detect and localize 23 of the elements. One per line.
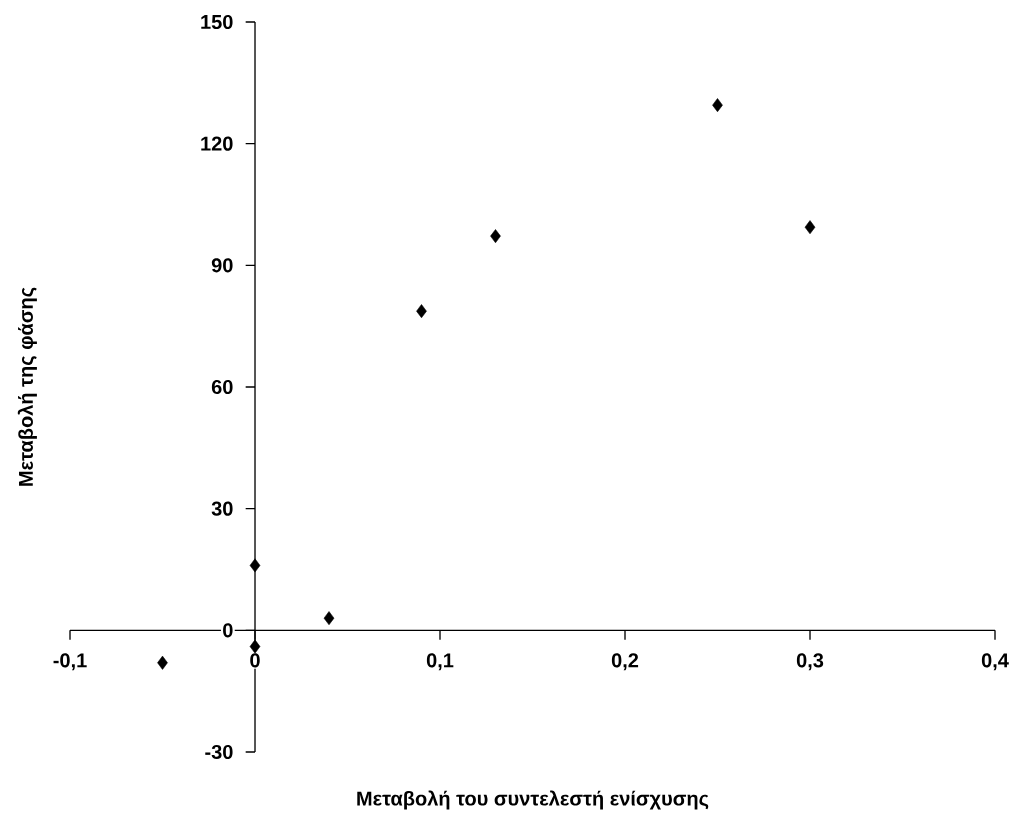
x-tick-label: 0,3 [796, 653, 824, 671]
point [249, 558, 261, 573]
y-axis-title: Μεταβολή της φάσης [17, 287, 37, 486]
x-axis-title: Μεταβολή του συντελεστή ενίσχυσης [357, 790, 709, 810]
x-tick-label: 0,2 [611, 653, 639, 671]
x-tick-label: 0 [250, 653, 260, 668]
y-tick-label: 30 [211, 501, 233, 516]
y-tick-label: 120 [201, 136, 233, 151]
point [249, 639, 261, 654]
y-tick-label: 60 [211, 379, 233, 395]
point [712, 98, 723, 113]
x-tick-label: 0,4 [981, 653, 1009, 671]
point [157, 655, 168, 670]
point [323, 611, 335, 626]
y-tick-label: 150 [201, 14, 233, 30]
point [490, 229, 501, 244]
point [416, 304, 427, 319]
x-tick-label: 0,1 [426, 653, 454, 671]
y-tick-label: 0 [223, 623, 233, 638]
x-tick-label: -0,1 [53, 653, 87, 671]
point [804, 220, 816, 235]
y-tick-label: 90 [211, 258, 233, 273]
y-tick-label: -30 [205, 744, 233, 760]
